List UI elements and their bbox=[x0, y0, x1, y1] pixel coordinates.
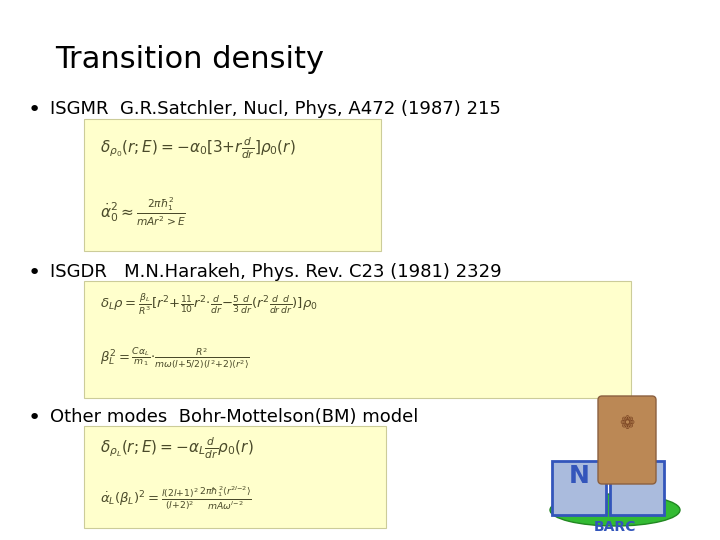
Text: $\delta_{L}\rho{=}\frac{\beta_L}{R^3}[r^2{+}\frac{11}{10}r^2{\cdot}\frac{d}{dr}{: $\delta_{L}\rho{=}\frac{\beta_L}{R^3}[r^… bbox=[100, 292, 318, 317]
Text: $\dot{\alpha}_L(\beta_L)^2{=}\frac{l(2l{+}1)^2}{(l{+}2)^2}\frac{2\pi\hbar_1^2\la: $\dot{\alpha}_L(\beta_L)^2{=}\frac{l(2l{… bbox=[100, 485, 252, 513]
Text: •: • bbox=[28, 100, 41, 120]
Text: $\dot{\alpha}_0^2{\approx}\frac{2\pi\hbar_1^2}{mAr^2{>}E}$: $\dot{\alpha}_0^2{\approx}\frac{2\pi\hba… bbox=[100, 195, 186, 227]
FancyBboxPatch shape bbox=[598, 396, 656, 484]
Text: $\beta_L^2{=}\frac{C\alpha_L}{m_1}{\cdot}\frac{R^2}{m\omega(l{+}5/2)(l^2{+}2)\la: $\beta_L^2{=}\frac{C\alpha_L}{m_1}{\cdot… bbox=[100, 345, 250, 370]
FancyBboxPatch shape bbox=[84, 281, 631, 398]
FancyBboxPatch shape bbox=[84, 119, 381, 251]
Text: $\delta_{\rho_L}(r;E){=}{-}\alpha_L\frac{d}{dr}\rho_0(r)$: $\delta_{\rho_L}(r;E){=}{-}\alpha_L\frac… bbox=[100, 435, 253, 461]
Text: $\delta_{\rho_0}(r;E){=}{-}\alpha_0[3{+}r\frac{d}{dr}]\rho_0(r)$: $\delta_{\rho_0}(r;E){=}{-}\alpha_0[3{+}… bbox=[100, 135, 296, 160]
Text: •: • bbox=[28, 408, 41, 428]
Text: ❁: ❁ bbox=[619, 415, 634, 433]
Text: ISGDR   M.N.Harakeh, Phys. Rev. C23 (1981) 2329: ISGDR M.N.Harakeh, Phys. Rev. C23 (1981)… bbox=[50, 263, 502, 281]
FancyBboxPatch shape bbox=[84, 426, 386, 528]
FancyBboxPatch shape bbox=[552, 461, 606, 515]
Ellipse shape bbox=[550, 494, 680, 526]
Text: BARC: BARC bbox=[594, 520, 636, 534]
Text: Transition density: Transition density bbox=[55, 45, 324, 74]
Text: ISGMR  G.R.Satchler, Nucl, Phys, A472 (1987) 215: ISGMR G.R.Satchler, Nucl, Phys, A472 (19… bbox=[50, 100, 501, 118]
Text: •: • bbox=[28, 263, 41, 283]
Text: D: D bbox=[626, 464, 647, 488]
Text: Other modes  Bohr-Mottelson(BM) model: Other modes Bohr-Mottelson(BM) model bbox=[50, 408, 418, 426]
Text: N: N bbox=[569, 464, 590, 488]
FancyBboxPatch shape bbox=[610, 461, 664, 515]
